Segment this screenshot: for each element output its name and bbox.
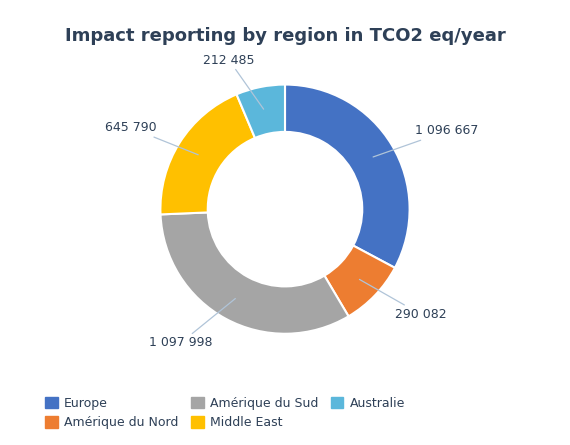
Text: 290 082: 290 082: [360, 279, 446, 321]
Text: 212 485: 212 485: [203, 54, 264, 109]
Text: 645 790: 645 790: [105, 121, 198, 155]
Text: 1 097 998: 1 097 998: [149, 299, 235, 349]
Wedge shape: [324, 246, 395, 316]
Wedge shape: [285, 85, 410, 268]
Wedge shape: [161, 212, 348, 334]
Wedge shape: [237, 85, 285, 138]
Text: 1 096 667: 1 096 667: [373, 125, 479, 157]
Legend: Europe, Amérique du Nord, Amérique du Sud, Middle East, Australie: Europe, Amérique du Nord, Amérique du Su…: [40, 392, 410, 434]
Text: Impact reporting by region in TCO2 eq/year: Impact reporting by region in TCO2 eq/ye…: [64, 27, 506, 44]
Wedge shape: [160, 94, 255, 214]
